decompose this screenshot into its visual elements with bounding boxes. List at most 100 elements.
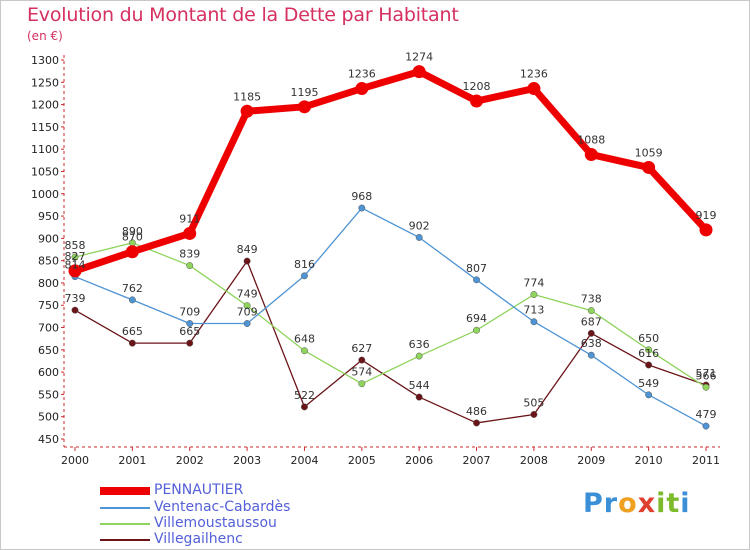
- data-point-pennautier: [412, 65, 426, 79]
- data-point-pennautier: [584, 148, 598, 162]
- data-point-villegailhenc: [587, 329, 595, 337]
- data-point-ventenac-cabard-s: [243, 320, 251, 327]
- legend-label-villegailhenc: Villegailhenc: [154, 531, 243, 547]
- data-label-pennautier: 1185: [233, 90, 261, 103]
- data-label-villemoustaussou: 574: [351, 366, 372, 379]
- data-point-pennautier: [699, 223, 713, 237]
- data-point-pennautier: [125, 245, 139, 259]
- data-point-ventenac-cabard-s: [301, 272, 308, 280]
- logo-letter: r: [603, 488, 619, 519]
- y-tick-label: 1250: [31, 76, 59, 89]
- y-tick-label: 750: [38, 299, 59, 312]
- data-point-villegailhenc: [645, 361, 653, 369]
- y-tick-label: 650: [38, 344, 59, 357]
- data-point-pennautier: [68, 264, 82, 278]
- x-tick-label: 2010: [635, 454, 663, 467]
- data-point-villemoustaussou: [587, 307, 595, 315]
- logo-letter: P: [583, 488, 604, 519]
- series-line-villemoustaussou: [74, 242, 707, 388]
- y-tick-label: 1200: [31, 99, 59, 112]
- data-label-villemoustaussou: 738: [581, 293, 602, 306]
- y-tick-label: 550: [38, 388, 59, 401]
- data-point-ventenac-cabard-s: [473, 276, 480, 284]
- data-label-pennautier: 1059: [635, 146, 663, 159]
- data-label-ventenac-cabard-s: 816: [294, 258, 315, 271]
- legend-swatch-pennautier: [100, 487, 150, 495]
- data-label-ventenac-cabard-s: 762: [122, 282, 143, 295]
- y-tick-label: 450: [38, 433, 59, 446]
- data-label-villemoustaussou: 694: [466, 312, 487, 325]
- data-point-villegailhenc: [243, 257, 251, 265]
- data-point-ventenac-cabard-s: [415, 234, 423, 241]
- x-tick-label: 2001: [118, 454, 146, 467]
- data-label-villemoustaussou: 858: [65, 239, 86, 252]
- data-label-pennautier: 1195: [290, 86, 318, 99]
- data-point-ventenac-cabard-s: [128, 296, 136, 304]
- chart-axes: 450 500 550 600 650 700 750 800 850 900 950 1000 105…: [31, 54, 720, 467]
- data-point-villemoustaussou: [358, 380, 366, 388]
- data-point-pennautier: [355, 82, 369, 96]
- y-tick-label: 1150: [31, 121, 59, 134]
- logo-letter: x: [637, 488, 657, 519]
- data-point-pennautier: [297, 100, 311, 114]
- x-tick-label: 2002: [176, 454, 204, 467]
- data-point-villemoustaussou: [415, 352, 423, 360]
- series-line-ventenac-cabard-s: [74, 207, 707, 427]
- y-tick-label: 800: [38, 277, 59, 290]
- data-point-villegailhenc: [530, 411, 538, 418]
- chart-title: Evolution du Montant de la Dette par Hab…: [27, 4, 459, 26]
- data-point-pennautier: [470, 94, 484, 108]
- data-point-ventenac-cabard-s: [645, 391, 653, 399]
- data-point-villemoustaussou: [702, 383, 710, 391]
- legend-swatch-ventenac: [100, 507, 150, 509]
- data-label-pennautier: 827: [65, 250, 86, 263]
- data-label-villegailhenc: 486: [466, 405, 487, 418]
- data-point-villemoustaussou: [645, 346, 653, 354]
- data-label-pennautier: 1236: [520, 68, 548, 81]
- x-tick-label: 2003: [233, 454, 261, 467]
- data-label-villegailhenc: 849: [237, 243, 258, 256]
- y-tick-label: 900: [38, 232, 59, 245]
- data-label-pennautier: 1208: [463, 80, 491, 93]
- data-label-ventenac-cabard-s: 807: [466, 262, 487, 275]
- y-tick-label: 1300: [31, 54, 59, 67]
- data-label-villegailhenc: 687: [581, 315, 602, 328]
- data-point-villegailhenc: [415, 393, 423, 401]
- y-tick-label: 1100: [31, 143, 59, 156]
- data-label-ventenac-cabard-s: 709: [237, 306, 258, 319]
- data-label-villemoustaussou: 774: [523, 277, 544, 290]
- data-point-pennautier: [183, 226, 197, 240]
- data-point-pennautier: [527, 82, 541, 96]
- data-point-villegailhenc: [128, 339, 136, 347]
- data-label-villemoustaussou: 890: [122, 225, 143, 238]
- y-tick-label: 700: [38, 322, 59, 335]
- legend-label-villemoustaussou: Villemoustaussou: [154, 515, 277, 531]
- x-tick-label: 2004: [290, 454, 318, 467]
- logo-letter: t: [666, 488, 681, 519]
- data-label-pennautier: 870: [122, 231, 143, 244]
- data-point-villemoustaussou: [243, 302, 251, 310]
- data-point-villemoustaussou: [186, 262, 194, 270]
- data-label-villegailhenc: 571: [696, 367, 717, 380]
- proxiti-logo: Proxiti: [583, 488, 691, 519]
- legend-swatch-villemoustaussou: [100, 523, 150, 525]
- data-label-pennautier: 1274: [405, 51, 433, 64]
- data-point-villemoustaussou: [301, 347, 308, 355]
- data-point-villemoustaussou: [473, 326, 480, 334]
- data-point-ventenac-cabard-s: [530, 318, 538, 326]
- y-tick-label: 1000: [31, 188, 59, 201]
- data-point-villemoustaussou: [530, 291, 538, 298]
- logo-letter: o: [618, 488, 638, 519]
- logo-letter: i: [656, 488, 667, 519]
- data-point-villegailhenc: [186, 339, 194, 347]
- data-label-villemoustaussou: 636: [409, 338, 430, 351]
- y-tick-label: 500: [38, 411, 59, 424]
- data-label-villemoustaussou: 749: [237, 288, 258, 301]
- series-line-pennautier: [71, 68, 710, 275]
- data-label-villegailhenc: 665: [122, 325, 143, 338]
- data-point-villegailhenc: [301, 403, 308, 411]
- x-tick-label: 2009: [577, 454, 605, 467]
- x-tick-label: 2008: [520, 454, 548, 467]
- data-point-villegailhenc: [358, 356, 366, 364]
